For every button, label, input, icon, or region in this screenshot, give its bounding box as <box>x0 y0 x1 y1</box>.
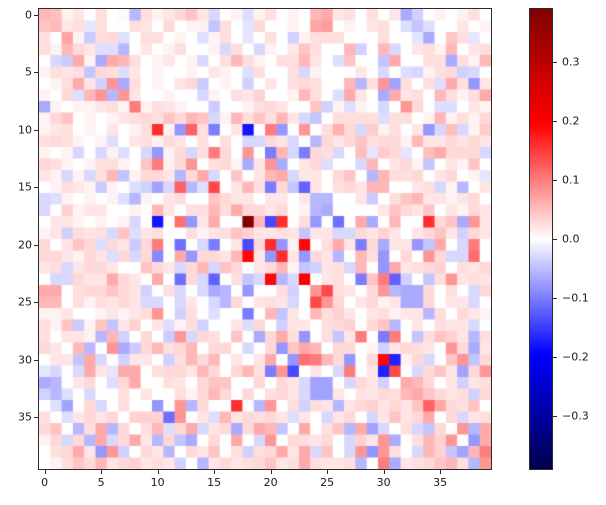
colorbar-tick-label: 0.3 <box>562 55 580 69</box>
colorbar-tick-mark <box>553 356 557 358</box>
y-tick-label: 30 <box>18 353 32 367</box>
x-tick-mark <box>383 470 385 474</box>
y-tick-label: 35 <box>18 410 32 424</box>
colorbar-tick-label: 0.1 <box>562 173 580 187</box>
y-tick-label: 5 <box>25 65 32 79</box>
colorbar-tick-label: −0.2 <box>562 350 589 364</box>
x-tick-mark <box>101 470 103 474</box>
colorbar-tick-mark <box>553 239 557 240</box>
y-tick-label: 15 <box>18 180 32 194</box>
y-tick-mark <box>34 129 38 131</box>
x-tick-label: 20 <box>263 476 278 489</box>
y-tick-mark <box>34 14 38 16</box>
colorbar-tick-mark <box>553 180 557 182</box>
x-tick-label: 10 <box>150 476 165 489</box>
colorbar-gradient <box>530 9 552 469</box>
x-tick-mark <box>157 470 159 474</box>
colorbar <box>529 8 553 470</box>
x-tick-label: 35 <box>433 476 448 489</box>
x-tick-mark <box>214 470 216 474</box>
y-tick-mark <box>34 244 38 246</box>
x-tick-label: 25 <box>320 476 335 489</box>
x-tick-label: 0 <box>41 476 49 489</box>
y-tick-mark <box>34 417 38 419</box>
heatmap-axes <box>38 8 492 470</box>
colorbar-tick-mark <box>553 415 557 417</box>
x-tick-mark <box>44 470 46 474</box>
y-tick-label: 25 <box>18 295 32 309</box>
y-tick-mark <box>34 359 38 361</box>
colorbar-tick-mark <box>553 121 557 123</box>
x-tick-mark <box>270 470 272 474</box>
colorbar-tick-mark <box>553 62 557 64</box>
y-tick-label: 20 <box>18 238 32 252</box>
y-tick-mark <box>34 187 38 189</box>
x-tick-label: 5 <box>97 476 105 489</box>
colorbar-tick-label: 0.2 <box>562 114 580 128</box>
y-tick-label: 0 <box>25 8 32 22</box>
x-tick-label: 30 <box>376 476 391 489</box>
colorbar-tick-label: 0.0 <box>562 232 580 246</box>
heatmap-image <box>39 9 491 469</box>
colorbar-tick-label: −0.3 <box>562 409 589 423</box>
y-tick-mark <box>34 302 38 304</box>
colorbar-tick-label: −0.1 <box>562 291 589 305</box>
x-tick-mark <box>327 470 329 474</box>
colorbar-tick-mark <box>553 297 557 299</box>
y-tick-label: 10 <box>18 123 32 137</box>
x-tick-mark <box>440 470 442 474</box>
y-tick-mark <box>34 72 38 74</box>
x-tick-label: 15 <box>207 476 222 489</box>
